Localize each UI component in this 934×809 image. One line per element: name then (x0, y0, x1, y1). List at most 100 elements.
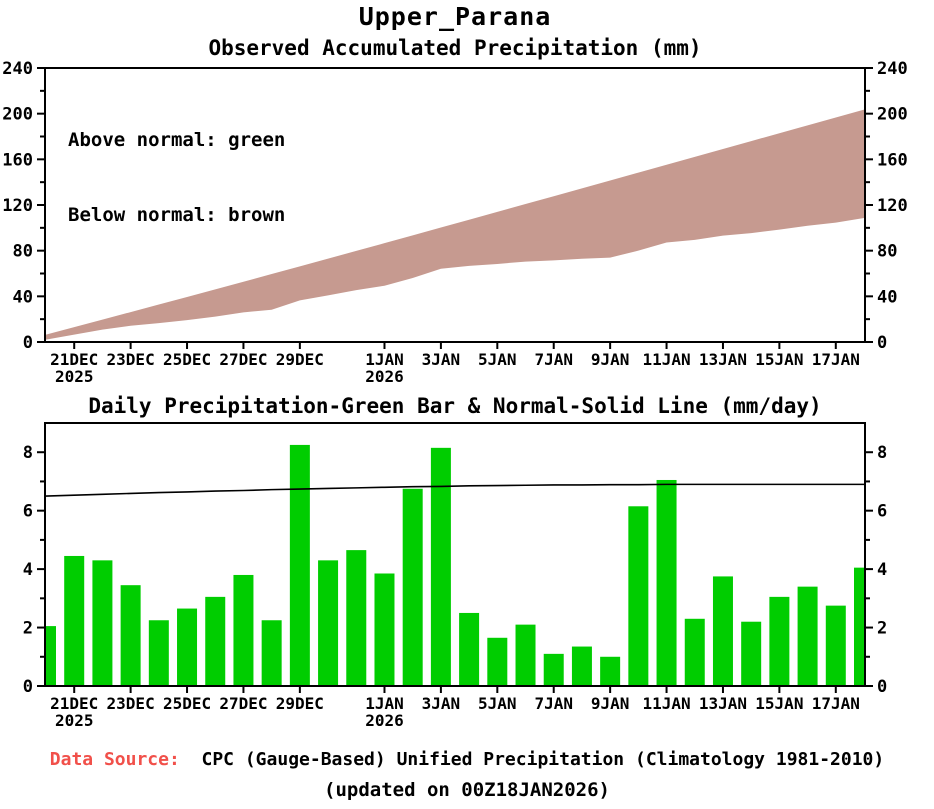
daily-precip-bar (628, 506, 649, 686)
x-tick-label: 27DEC (219, 694, 267, 713)
x-tick-label: 15JAN (755, 694, 803, 713)
daily-precip-bar (515, 624, 536, 686)
x-tick-label: 17JAN (812, 694, 860, 713)
below-normal-band (46, 109, 864, 340)
y-tick-label-right: 8 (877, 443, 887, 463)
daily-precip-bar (684, 618, 705, 686)
y-tick-label-left: 4 (23, 560, 33, 580)
y-tick-label-left: 0 (23, 677, 33, 697)
daily-precip-bar (741, 621, 762, 686)
x-tick-label: 1JAN (365, 350, 404, 369)
x-tick-label: 21DEC (50, 350, 98, 369)
daily-precip-bar (374, 573, 395, 686)
x-tick-label: 11JAN (642, 350, 690, 369)
legend-below-normal: Below normal: brown (68, 204, 286, 226)
daily-precip-bar (177, 608, 198, 686)
daily-precip-bar (92, 560, 113, 686)
y-tick-label-left: 200 (2, 105, 33, 125)
daily-precip-bar (459, 612, 480, 686)
x-tick-year-label: 2025 (55, 711, 94, 730)
x-tick-label: 5JAN (478, 694, 517, 713)
data-source-label: Data Source: (49, 749, 180, 770)
panel-border (44, 422, 866, 687)
y-tick-label-left: 160 (2, 150, 33, 170)
daily-precip-bar (261, 620, 282, 686)
legend-above-normal: Above normal: green (68, 129, 286, 151)
y-tick-label-right: 120 (877, 196, 908, 216)
daily-precip-bar (825, 605, 846, 686)
page-title: Upper_Parana (358, 2, 552, 31)
x-tick-label: 7JAN (534, 350, 573, 369)
daily-precip-bar (402, 488, 423, 686)
y-tick-label-right: 0 (877, 333, 887, 353)
y-tick-label-left: 2 (23, 619, 33, 639)
x-tick-label: 5JAN (478, 350, 517, 369)
y-tick-label-right: 160 (877, 150, 908, 170)
daily-precip-bar (656, 479, 677, 686)
spacer (180, 749, 202, 770)
daily-precip-bar (430, 447, 451, 686)
y-tick-label-right: 2 (877, 619, 887, 639)
legend: Above normal: green Below normal: brown (68, 78, 285, 278)
x-tick-label: 23DEC (107, 694, 155, 713)
x-tick-year-label: 2025 (55, 367, 94, 386)
daily-precip-bar (64, 555, 85, 686)
x-tick-label: 13JAN (699, 350, 747, 369)
y-tick-label-left: 0 (23, 333, 33, 353)
x-tick-label: 9JAN (591, 350, 630, 369)
x-tick-label: 11JAN (642, 694, 690, 713)
daily-precip-bar (205, 596, 226, 686)
daily-precip-bar (600, 656, 621, 686)
y-tick-label-left: 240 (2, 59, 33, 79)
y-tick-label-left: 120 (2, 196, 33, 216)
y-tick-label-right: 80 (877, 242, 897, 262)
accumulated-panel-title: Observed Accumulated Precipitation (mm) (208, 36, 702, 60)
y-tick-label-right: 0 (877, 677, 887, 697)
x-tick-label: 15JAN (755, 350, 803, 369)
y-tick-label-left: 80 (13, 242, 33, 262)
x-tick-year-label: 2026 (365, 367, 404, 386)
daily-precip-bar (712, 576, 733, 686)
y-tick-label-left: 40 (13, 287, 33, 307)
daily-precip-bar (346, 550, 367, 686)
y-tick-label-left: 8 (23, 443, 33, 463)
daily-precip-bar (487, 637, 508, 686)
data-source-line: Data Source: CPC (Gauge-Based) Unified P… (0, 749, 934, 770)
daily-precip-bar (854, 567, 865, 686)
daily-precip-bar (797, 586, 818, 686)
y-tick-label-right: 6 (877, 502, 887, 522)
data-source-text: CPC (Gauge-Based) Unified Precipitation … (201, 749, 885, 770)
y-tick-label-right: 40 (877, 287, 897, 307)
daily-panel-title: Daily Precipitation-Green Bar & Normal-S… (88, 394, 822, 418)
daily-precip-bar (148, 620, 169, 686)
y-tick-label-right: 240 (877, 59, 908, 79)
x-tick-label: 27DEC (219, 350, 267, 369)
x-tick-label: 3JAN (422, 694, 461, 713)
x-tick-label: 29DEC (276, 694, 324, 713)
daily-precip-bar (769, 596, 790, 686)
x-tick-label: 25DEC (163, 350, 211, 369)
x-tick-label: 1JAN (365, 694, 404, 713)
y-tick-label-left: 6 (23, 502, 33, 522)
x-tick-label: 23DEC (107, 350, 155, 369)
x-tick-year-label: 2026 (365, 711, 404, 730)
x-tick-label: 7JAN (534, 694, 573, 713)
x-tick-label: 21DEC (50, 694, 98, 713)
daily-precip-bar (233, 574, 254, 686)
y-tick-label-right: 200 (877, 105, 908, 125)
daily-precip-bar (543, 653, 564, 686)
daily-precip-bar (571, 646, 592, 686)
daily-precip-bar (318, 560, 339, 686)
x-tick-label: 29DEC (276, 350, 324, 369)
x-tick-label: 9JAN (591, 694, 630, 713)
x-tick-label: 25DEC (163, 694, 211, 713)
updated-line: (updated on 00Z18JAN2026) (324, 779, 610, 801)
x-tick-label: 17JAN (812, 350, 860, 369)
y-tick-label-right: 4 (877, 560, 887, 580)
daily-precip-bar (45, 626, 56, 686)
daily-precip-bar (120, 585, 141, 686)
x-tick-label: 13JAN (699, 694, 747, 713)
